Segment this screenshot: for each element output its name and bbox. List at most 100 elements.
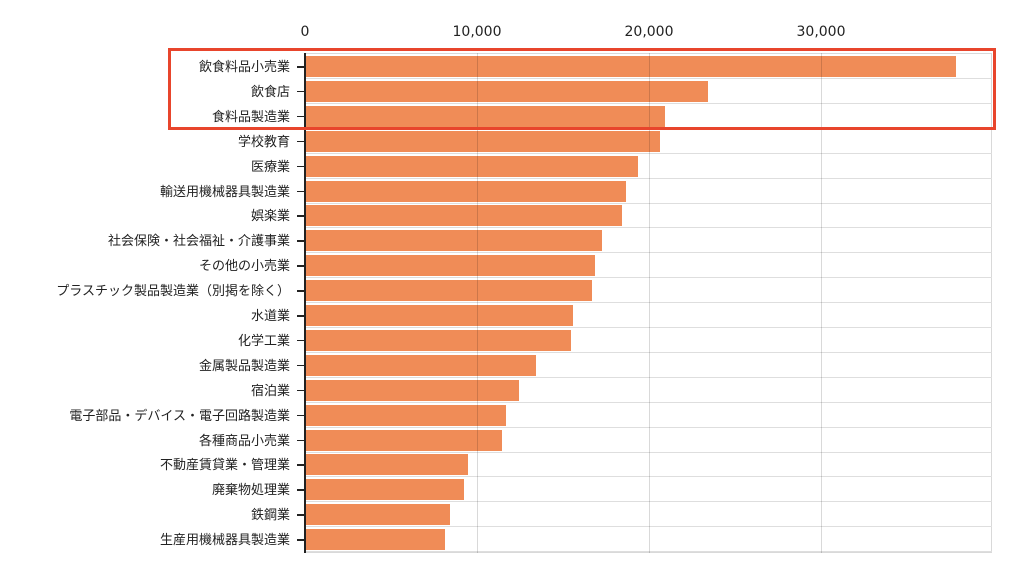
bar-row: 医療業	[0, 154, 1024, 179]
row-gridline	[306, 277, 992, 279]
row-gridline	[306, 177, 992, 179]
y-tick-mark	[297, 165, 304, 168]
bar[interactable]	[306, 230, 602, 252]
y-tick-mark	[297, 290, 304, 292]
bar-row: 不動産賃貸業・管理業	[0, 452, 1024, 478]
bar[interactable]	[306, 504, 451, 526]
row-gridline	[306, 426, 992, 428]
bar-row: その他の小売業	[0, 253, 1024, 279]
row-gridline	[306, 227, 992, 229]
row-gridline	[306, 152, 992, 154]
category-label: 社会保険・社会福祉・介護事業	[107, 234, 290, 250]
x-tick-label: 20,000	[624, 24, 674, 40]
row-gridline	[306, 551, 992, 553]
category-label: 生産用機械器具製造業	[159, 533, 290, 549]
category-label: 電子部品・デバイス・電子回路製造業	[69, 408, 290, 424]
category-label: 学校教育	[237, 134, 290, 150]
y-tick-mark	[297, 215, 304, 217]
y-tick-mark	[297, 90, 304, 93]
row-gridline	[306, 351, 992, 353]
bar[interactable]	[306, 56, 957, 77]
bar-row: 鉄鋼業	[0, 502, 1024, 528]
bar[interactable]	[306, 479, 465, 501]
row-gridline	[306, 451, 992, 453]
bar-row: 金属製品製造業	[0, 353, 1024, 378]
row-gridline	[306, 302, 992, 304]
y-tick-mark	[297, 140, 304, 143]
y-axis-line	[304, 53, 306, 553]
bar[interactable]	[306, 404, 506, 426]
category-label: プラスチック製品製造業（別掲を除く）	[56, 284, 290, 300]
bar-row: 宿泊業	[0, 378, 1024, 403]
bar-row: 生産用機械器具製造業	[0, 527, 1024, 553]
y-tick-mark	[297, 539, 304, 541]
category-label: 飲食料品小売業	[198, 60, 290, 75]
row-gridline	[306, 202, 992, 204]
y-tick-mark	[297, 115, 304, 118]
row-gridline	[306, 327, 992, 328]
category-label: 医療業	[250, 159, 290, 175]
bar[interactable]	[306, 80, 709, 102]
category-label: 不動産賃貸業・管理業	[159, 458, 290, 474]
y-tick-mark	[297, 240, 304, 242]
bar-row: 廃棄物処理業	[0, 477, 1024, 503]
bar-row: 水道業	[0, 303, 1024, 328]
bar-row: 飲食料品小売業	[0, 54, 1024, 79]
bar-row: 学校教育	[0, 129, 1024, 154]
y-tick-mark	[297, 364, 304, 367]
category-label: 廃棄物処理業	[211, 483, 290, 499]
category-label: 食料品製造業	[211, 109, 290, 125]
bar-row: 輸送用機械器具製造業	[0, 179, 1024, 204]
bar[interactable]	[306, 105, 666, 127]
vertical-gridline	[477, 53, 478, 553]
y-tick-mark	[297, 339, 304, 342]
category-label: 輸送用機械器具製造業	[159, 184, 290, 200]
row-gridline	[306, 476, 992, 478]
row-gridline	[306, 376, 992, 378]
y-tick-mark	[297, 489, 304, 491]
bar[interactable]	[306, 205, 623, 227]
bar-row: 電子部品・デバイス・電子回路製造業	[0, 403, 1024, 428]
y-tick-mark	[297, 315, 304, 317]
bar[interactable]	[306, 354, 537, 376]
bar[interactable]	[306, 155, 638, 177]
bar[interactable]	[306, 329, 571, 351]
bar-row: 化学工業	[0, 328, 1024, 353]
y-tick-mark	[297, 265, 304, 267]
bar[interactable]	[306, 529, 446, 551]
row-gridline	[306, 252, 992, 254]
category-label: 宿泊業	[250, 383, 290, 399]
bar[interactable]	[306, 379, 520, 401]
bar[interactable]	[306, 180, 626, 202]
bar[interactable]	[306, 429, 503, 451]
vertical-gridline	[649, 53, 650, 553]
bar[interactable]	[306, 305, 573, 326]
y-tick-mark	[297, 389, 304, 392]
bar-row: 各種商品小売業	[0, 428, 1024, 453]
y-tick-mark	[297, 190, 304, 192]
y-tick-mark	[297, 439, 304, 441]
y-tick-mark	[297, 514, 304, 516]
row-gridline	[306, 102, 992, 104]
bar[interactable]	[306, 255, 595, 277]
row-gridline	[306, 501, 992, 503]
category-label: 金属製品製造業	[198, 358, 290, 374]
category-label: 鉄鋼業	[250, 508, 290, 524]
bar[interactable]	[306, 454, 468, 476]
bar-row: 娯楽業	[0, 203, 1024, 229]
category-label: 化学工業	[237, 333, 290, 349]
category-label: その他の小売業	[198, 259, 290, 275]
category-label: 各種商品小売業	[198, 433, 290, 449]
bar-row: 食料品製造業	[0, 104, 1024, 129]
category-label: 娯楽業	[250, 209, 290, 225]
bar[interactable]	[306, 280, 592, 302]
row-gridline	[306, 401, 992, 403]
bar-row: 社会保険・社会福祉・介護事業	[0, 228, 1024, 254]
y-tick-mark	[297, 414, 304, 417]
vertical-gridline	[821, 53, 822, 553]
x-tick-label: 30,000	[796, 24, 846, 40]
category-label: 水道業	[250, 309, 290, 324]
bar[interactable]	[306, 130, 661, 152]
row-gridline	[306, 78, 992, 79]
